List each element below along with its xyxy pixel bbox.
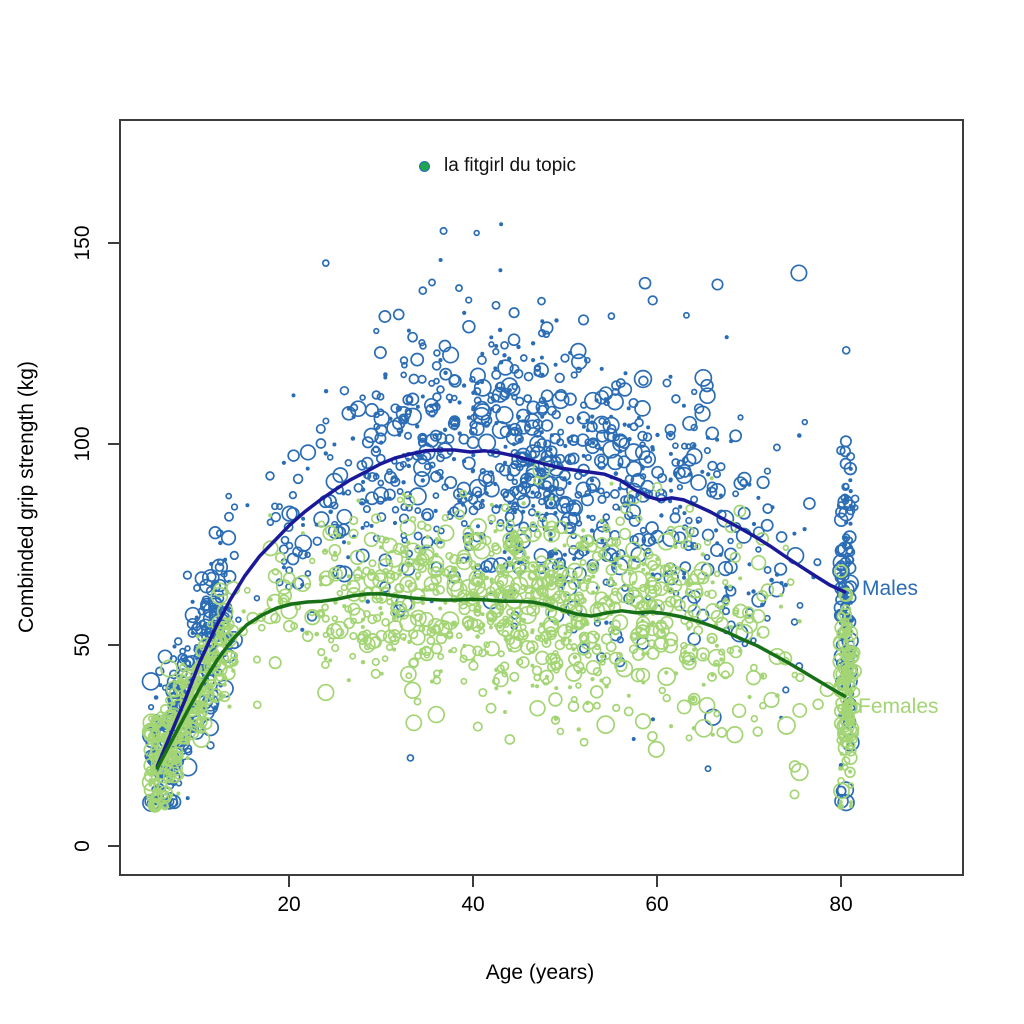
y-tick-label: 50	[71, 633, 94, 657]
females-points	[141, 460, 862, 813]
chart-legend: la fitgirl du topic	[419, 155, 576, 177]
females-trend-line	[155, 592, 847, 770]
x-axis-title: Age (years)	[485, 961, 595, 984]
x-tick-label: 20	[277, 893, 301, 916]
x-tick-label: 60	[645, 893, 669, 916]
y-tick-label: 100	[71, 426, 94, 462]
x-tick-label: 80	[829, 893, 853, 916]
legend-dot-icon	[419, 160, 430, 172]
x-tick-label: 40	[461, 893, 485, 916]
y-tick-label: 150	[71, 225, 94, 261]
females-series-label: Females	[858, 695, 939, 718]
males-series-label: Males	[862, 577, 919, 600]
y-tick-label: 0	[71, 840, 94, 852]
outlier-points	[321, 226, 690, 762]
legend-label: la fitgirl du topic	[444, 155, 577, 176]
y-axis-title: Combinded grip strength (kg)	[15, 361, 38, 633]
plot-border	[119, 119, 964, 876]
males-trend-line	[155, 448, 847, 768]
males-points	[141, 222, 860, 812]
